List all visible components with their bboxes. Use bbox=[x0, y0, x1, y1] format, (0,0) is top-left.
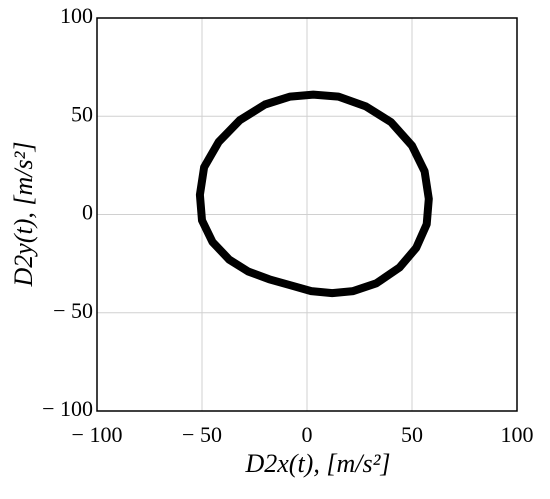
y-tick-label: 100 bbox=[60, 3, 93, 28]
x-tick-label: 100 bbox=[501, 422, 534, 447]
x-tick-label: 50 bbox=[401, 422, 423, 447]
y-tick-label: − 100 bbox=[42, 396, 93, 421]
plot-frame bbox=[96, 17, 518, 412]
curve bbox=[195, 90, 433, 298]
y-axis-label: D2y(t), [m/s²] bbox=[9, 141, 38, 287]
x-tick-label: − 50 bbox=[182, 422, 222, 447]
x-axis-label: D2x(t), [m/s²] bbox=[244, 449, 390, 478]
x-tick-label: − 100 bbox=[72, 422, 123, 447]
x-tick-label: 0 bbox=[302, 422, 313, 447]
y-tick-label: 50 bbox=[71, 101, 93, 126]
y-tick-label: − 50 bbox=[53, 298, 93, 323]
y-tick-label: 0 bbox=[82, 200, 93, 225]
